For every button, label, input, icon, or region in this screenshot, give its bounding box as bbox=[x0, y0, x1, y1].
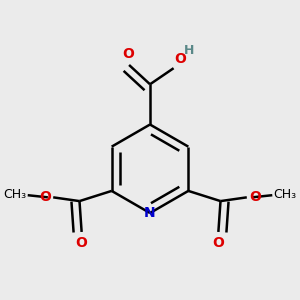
Text: O: O bbox=[212, 236, 224, 250]
Text: O: O bbox=[76, 236, 88, 250]
Text: O: O bbox=[174, 52, 186, 65]
Text: O: O bbox=[39, 190, 51, 203]
Text: O: O bbox=[249, 190, 261, 203]
Text: H: H bbox=[184, 44, 195, 57]
Text: CH₃: CH₃ bbox=[4, 188, 27, 201]
Text: O: O bbox=[122, 47, 134, 61]
Text: CH₃: CH₃ bbox=[273, 188, 296, 201]
Text: N: N bbox=[144, 206, 156, 220]
